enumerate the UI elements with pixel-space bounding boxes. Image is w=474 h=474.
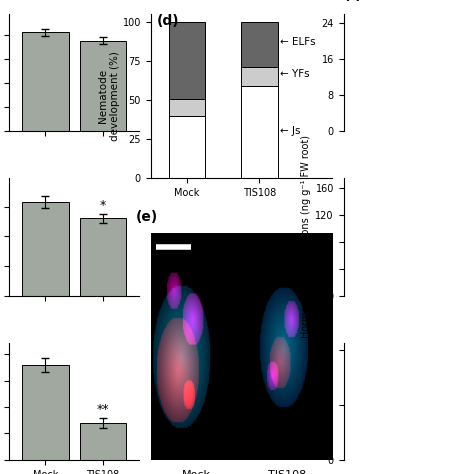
- Text: ← ELFs: ← ELFs: [280, 37, 315, 47]
- Bar: [80, 41, 126, 131]
- Bar: [169, 22, 205, 99]
- Bar: [22, 32, 69, 131]
- Y-axis label: Nematode
development (%): Nematode development (%): [98, 51, 120, 141]
- Y-axis label: Hormone concentrations (ng g⁻¹ FW root): Hormone concentrations (ng g⁻¹ FW root): [301, 136, 311, 338]
- Text: (d): (d): [156, 14, 179, 28]
- Text: (f): (f): [344, 0, 362, 2]
- Bar: [241, 22, 278, 67]
- Bar: [169, 99, 205, 116]
- Bar: [241, 67, 278, 86]
- Text: ← Js: ← Js: [280, 127, 301, 137]
- Bar: [80, 219, 126, 296]
- Bar: [80, 423, 126, 460]
- Bar: [169, 116, 205, 178]
- Text: ← YFs: ← YFs: [280, 69, 310, 79]
- Bar: [241, 86, 278, 178]
- Bar: [22, 365, 69, 460]
- Bar: [22, 202, 69, 296]
- Text: *: *: [100, 199, 106, 212]
- Text: **: **: [97, 402, 109, 416]
- Text: (e): (e): [136, 210, 158, 224]
